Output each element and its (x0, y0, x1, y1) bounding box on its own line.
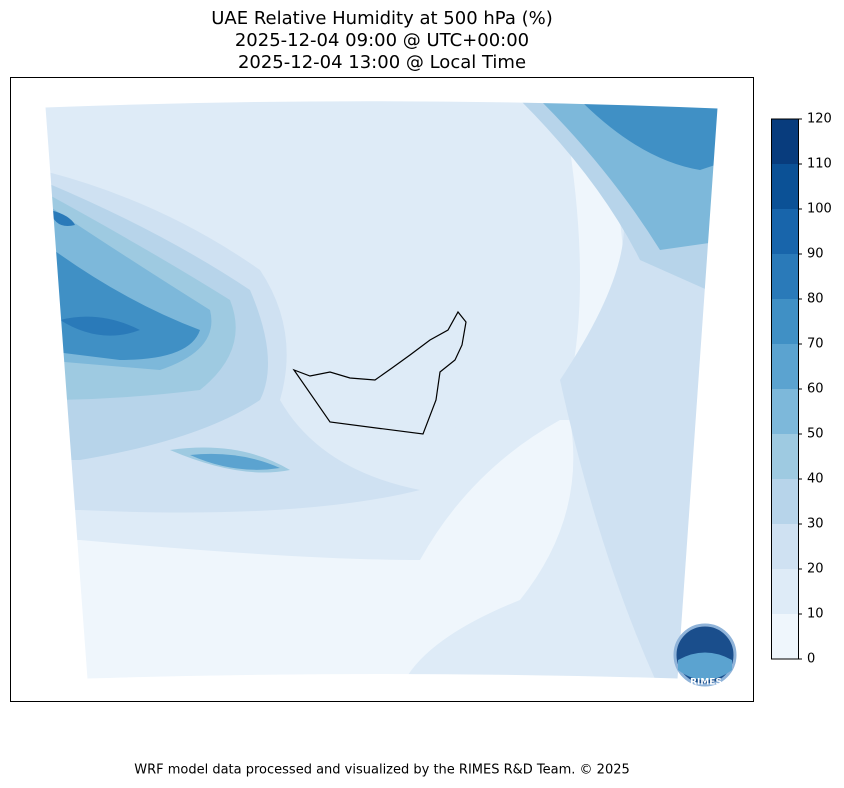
colorbar-segment (771, 524, 798, 569)
colorbar-tick-label: 100 (807, 202, 832, 217)
colorbar-segment (771, 254, 798, 299)
colorbar-segment (771, 209, 798, 254)
colorbar-segment (771, 614, 798, 659)
colorbar-tick-label: 40 (807, 472, 824, 487)
colorbar-tick-label: 20 (807, 562, 824, 577)
title-line: 2025-12-04 09:00 @ UTC+00:00 (235, 30, 529, 51)
colorbar-tick-label: 120 (807, 112, 832, 127)
colorbar-tick-label: 0 (807, 652, 815, 667)
logo-text: RIMES (690, 678, 722, 688)
colorbar-segment (771, 344, 798, 389)
colorbar-segment (771, 164, 798, 209)
colorbar-segment (771, 299, 798, 344)
logo-wave (678, 652, 732, 680)
colorbar-segment (771, 479, 798, 524)
title-line: UAE Relative Humidity at 500 hPa (%) (211, 8, 552, 29)
humidity-field (45, 100, 718, 680)
colorbar-tick-label: 80 (807, 292, 824, 307)
colorbar-segment (771, 434, 798, 479)
title-line: 2025-12-04 13:00 @ Local Time (238, 52, 526, 73)
logo: RIMES (673, 623, 737, 688)
colorbar-segment (771, 389, 798, 434)
colorbar-tick-label: 10 (807, 607, 824, 622)
uae-border (292, 310, 467, 435)
colorbar-tick-label: 110 (807, 157, 832, 172)
colorbar-tick-label: 70 (807, 337, 824, 352)
colorbar-segment (771, 119, 798, 164)
colorbar-tick-label: 90 (807, 247, 824, 262)
domain-edge (44, 100, 719, 680)
colorbar-tick-label: 50 (807, 427, 824, 442)
footer: WRF model data processed and visualized … (134, 763, 630, 778)
colorbar-segment (771, 569, 798, 614)
colorbar-tick-label: 30 (807, 517, 824, 532)
colorbar: 0 10 20 30 40 50 60 70 80 90 100 110 120 (771, 112, 832, 667)
colorbar-tick-label: 60 (807, 382, 824, 397)
map-frame (10, 77, 754, 702)
